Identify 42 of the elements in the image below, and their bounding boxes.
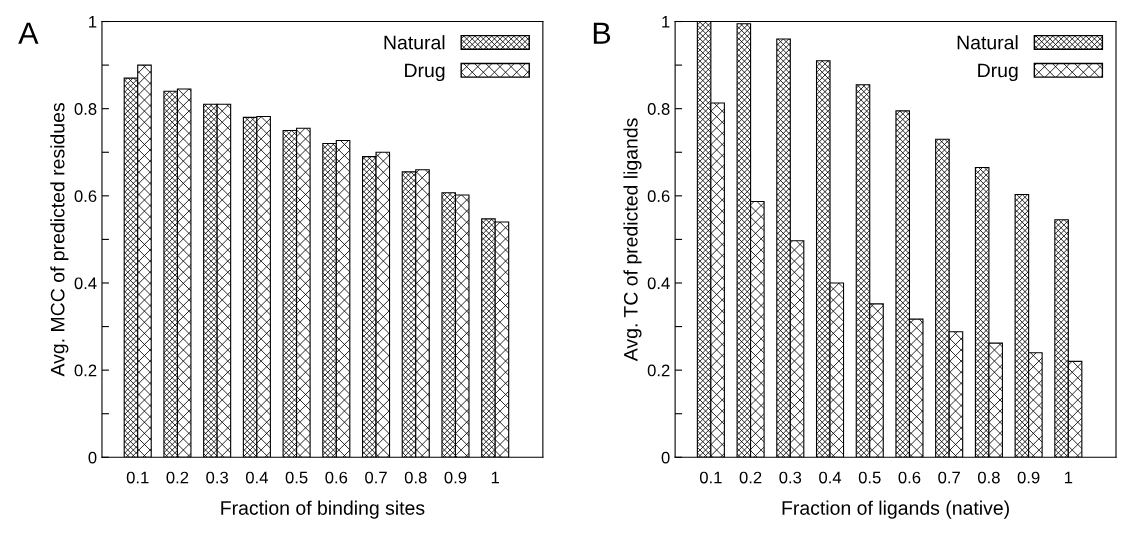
y-tick-label: 0.2 bbox=[74, 364, 97, 377]
x-tick-label: 0.9 bbox=[444, 471, 467, 484]
y-tick-label: 0.8 bbox=[74, 103, 97, 115]
y-tick-label: 1 bbox=[89, 16, 97, 28]
y-tick-label: 0.4 bbox=[74, 277, 97, 290]
legend-label: Natural bbox=[957, 35, 1018, 50]
x-tick-label: 0.3 bbox=[206, 471, 229, 484]
legend-label: Drug bbox=[978, 63, 1018, 82]
x-tick-label: 0.1 bbox=[126, 471, 149, 484]
y-tick-label: 0 bbox=[88, 451, 97, 464]
x-tick-label: 0.5 bbox=[285, 471, 308, 484]
y-tick-label: 0.8 bbox=[647, 103, 670, 115]
x-tick-label: 0.3 bbox=[779, 471, 802, 484]
legend-label: Drug bbox=[405, 63, 445, 82]
x-tick-label: 0.8 bbox=[404, 471, 427, 484]
y-tick-label: 0 bbox=[661, 451, 670, 464]
x-tick-label: 0.4 bbox=[819, 471, 842, 484]
x-tick-label: 0.2 bbox=[739, 471, 762, 484]
y-tick-label: 0.4 bbox=[647, 277, 670, 290]
x-axis-title: Fraction of ligands (native) bbox=[782, 500, 1009, 519]
x-tick-label: 0.4 bbox=[245, 471, 268, 484]
legend-label: Natural bbox=[384, 35, 445, 50]
text: B bbox=[593, 22, 611, 44]
x-axis-title: Fraction of binding sites bbox=[221, 500, 425, 519]
x-tick-label: 0.7 bbox=[365, 471, 387, 484]
y-axis-title: Avg. TC of predicted ligands bbox=[623, 118, 642, 362]
x-tick-label: 0.6 bbox=[325, 471, 348, 484]
y-tick-label: 0.6 bbox=[647, 190, 670, 203]
x-tick-label: 0.2 bbox=[166, 471, 189, 484]
x-tick-label: 0.6 bbox=[898, 471, 921, 484]
x-tick-label: 0.5 bbox=[858, 471, 881, 484]
x-tick-label: 0.7 bbox=[938, 471, 960, 484]
x-tick-label: 1 bbox=[491, 471, 500, 484]
x-tick-label: 0.1 bbox=[699, 471, 722, 484]
text: A bbox=[18, 22, 39, 44]
x-tick-label: 0.9 bbox=[1017, 471, 1040, 484]
x-tick-label: 1 bbox=[1064, 471, 1073, 484]
y-tick-label: 0.2 bbox=[647, 364, 670, 377]
y-axis-title: Avg. MCC of predicted residues bbox=[50, 103, 69, 377]
x-tick-label: 0.8 bbox=[977, 471, 1000, 484]
y-tick-label: 1 bbox=[662, 16, 670, 28]
y-tick-label: 0.6 bbox=[74, 190, 97, 203]
